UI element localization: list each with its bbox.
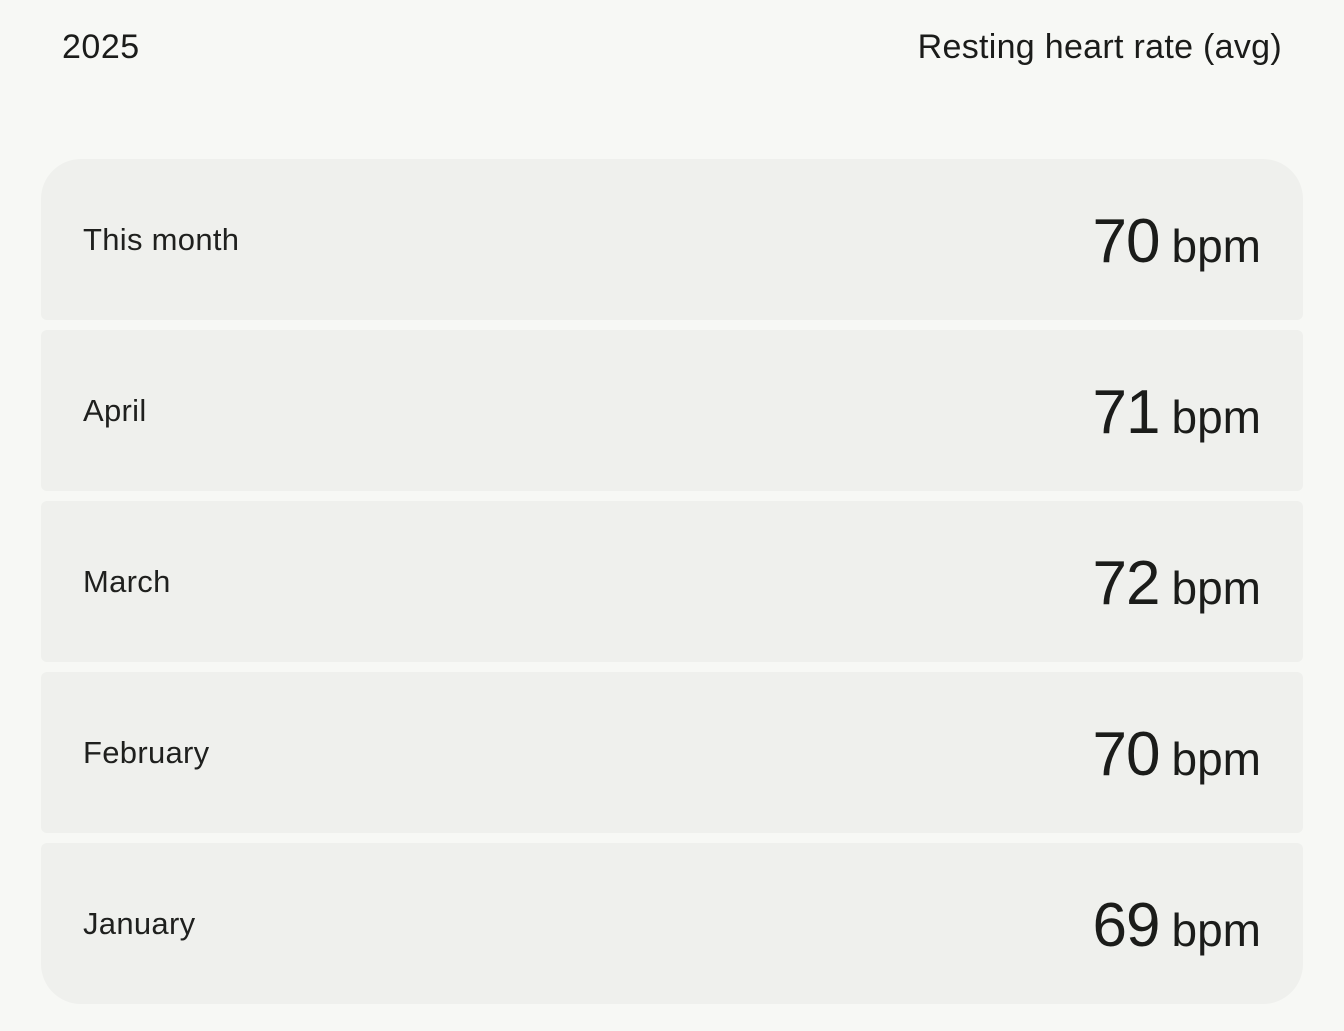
metric-title: Resting heart rate (avg) <box>917 27 1282 66</box>
monthly-list: This month 70 bpm April 71 bpm March 72 … <box>41 159 1303 1004</box>
row-unit: bpm <box>1171 562 1261 614</box>
row-label: This month <box>83 221 240 257</box>
row-value: 71 bpm <box>1093 377 1261 448</box>
row-number: 70 <box>1092 207 1161 276</box>
list-item-this-month[interactable]: This month 70 bpm <box>41 159 1303 320</box>
row-value: 72 bpm <box>1093 548 1261 619</box>
row-label: February <box>83 734 210 770</box>
row-unit: bpm <box>1171 904 1261 956</box>
year-label: 2025 <box>62 27 140 66</box>
row-number: 70 <box>1092 720 1161 789</box>
list-item-february[interactable]: February 70 bpm <box>41 672 1303 833</box>
row-label: January <box>83 905 196 941</box>
row-label: March <box>83 563 171 599</box>
list-item-march[interactable]: March 72 bpm <box>41 501 1303 662</box>
row-number: 69 <box>1092 891 1161 960</box>
row-value: 69 bpm <box>1093 890 1261 961</box>
row-number: 71 <box>1092 378 1161 447</box>
row-value: 70 bpm <box>1093 719 1261 790</box>
row-unit: bpm <box>1171 733 1261 785</box>
row-value: 70 bpm <box>1093 206 1261 277</box>
row-unit: bpm <box>1171 391 1261 443</box>
row-unit: bpm <box>1171 220 1261 272</box>
header: 2025 Resting heart rate (avg) <box>62 22 1282 72</box>
list-item-april[interactable]: April 71 bpm <box>41 330 1303 491</box>
row-label: April <box>83 392 147 428</box>
row-number: 72 <box>1092 549 1161 618</box>
list-item-january[interactable]: January 69 bpm <box>41 843 1303 1004</box>
